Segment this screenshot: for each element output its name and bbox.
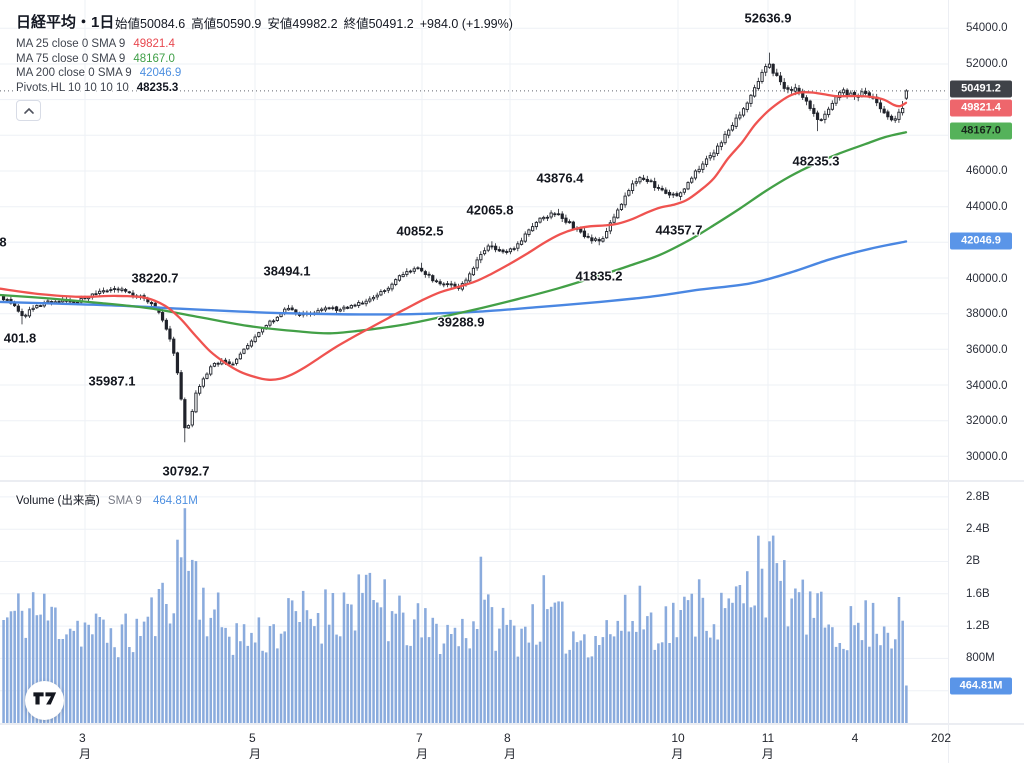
axis-tick-label: 34000.0 — [966, 380, 1008, 392]
ma75-line — [0, 131, 908, 335]
axis-tick-label: 44000.0 — [966, 201, 1008, 213]
time-axis-label: 5月 — [249, 731, 262, 761]
indicator-row-3[interactable]: MA 200 close 0 SMA 9 42046.9 — [16, 67, 181, 80]
pivot-label: 401.8 — [3, 330, 37, 346]
volume-legend-row[interactable]: Volume (出来高) SMA 9 464.81M — [16, 492, 198, 508]
ma-lines — [0, 91, 908, 381]
indicator-name: MA 75 close 0 SMA 9 — [16, 52, 126, 65]
axis-tick-label: 54000.0 — [966, 22, 1008, 34]
pivot-label: 44357.7 — [655, 222, 703, 238]
indicator-value: 48167.0 — [133, 52, 175, 65]
pivot-label: 41835.2 — [575, 268, 623, 284]
axis-tick-label: 46000.0 — [966, 165, 1008, 177]
indicator-name: MA 25 close 0 SMA 9 — [16, 38, 126, 50]
ohlc-row: 始値50084.6 高値50590.9 安値49982.2 終値50491.2 +984… — [115, 13, 513, 32]
time-axis-label: 8月 — [504, 731, 517, 761]
indicator-name: Pivots HL 10 10 10 10 — [16, 81, 129, 94]
axis-tick-label: 30000.0 — [966, 451, 1008, 463]
time-axis-label: 202 — [930, 731, 952, 745]
axis-tick-label: 40000.0 — [966, 273, 1008, 285]
pivot-label: 38220.7 — [131, 270, 179, 286]
price-badge: 50491.2 — [950, 80, 1012, 98]
symbol-title-row[interactable]: 日経平均・1日 — [16, 11, 114, 32]
axis-tick-label: 1.2B — [966, 620, 990, 632]
axis-tick-label: 36000.0 — [966, 344, 1008, 356]
pivot-label: 42065.8 — [466, 202, 514, 218]
axis-tick-label: 800M — [966, 652, 995, 664]
volume-indicator-param: SMA 9 — [107, 495, 142, 507]
axis-tick-label: 2.8B — [966, 491, 990, 503]
pivot-label: 39288.9 — [437, 314, 485, 330]
indicator-name: MA 200 close 0 SMA 9 — [16, 67, 132, 79]
tradingview-logo[interactable] — [25, 681, 64, 720]
axis-tick-label: 38000.0 — [966, 308, 1008, 320]
price-badge: 49821.4 — [950, 99, 1012, 117]
change-value: +984.0 (+1.99%) — [419, 17, 513, 31]
volume-sma-value: 464.81M — [153, 495, 198, 507]
collapse-indicators-button[interactable] — [16, 100, 41, 121]
axis-tick-label: 32000.0 — [966, 415, 1008, 427]
pivot-label: 30792.7 — [162, 463, 210, 479]
ohlc-item: 終値50491.2 — [343, 17, 414, 31]
time-axis-label: 11月 — [761, 731, 775, 761]
ma200-line — [0, 240, 908, 316]
pivot-label: 40852.5 — [396, 223, 444, 239]
chevron-up-icon — [23, 102, 35, 120]
time-axis-label: 10月 — [671, 731, 685, 761]
ohlc-item: 高値50590.9 — [191, 17, 262, 31]
axis-tick-label: 2B — [966, 555, 981, 567]
grid-layer — [0, 0, 948, 724]
price-badge: 464.81M — [950, 677, 1012, 695]
axis-tick-label: 2.4B — [966, 523, 990, 535]
axis-tick-label: 52000.0 — [966, 58, 1008, 70]
indicator-row-2[interactable]: MA 75 close 0 SMA 9 48167.0 — [16, 53, 175, 66]
pivot-label: 35987.1 — [88, 373, 136, 389]
time-axis-label: 3月 — [79, 731, 92, 761]
ma25-line — [0, 91, 908, 381]
indicator-row-1[interactable]: MA 25 close 0 SMA 9 49821.4 — [16, 38, 175, 51]
symbol-title[interactable]: 日経平均・1日 — [16, 14, 115, 31]
time-axis-label: 7月 — [416, 731, 429, 761]
pivot-label: 38494.1 — [263, 263, 311, 279]
indicator-row-4[interactable]: Pivots HL 10 10 10 10 48235.3 — [16, 82, 178, 95]
indicator-value: 48235.3 — [136, 81, 179, 94]
price-badge: 48167.0 — [950, 122, 1012, 140]
tradingview-logo-icon — [32, 689, 58, 712]
axis-tick-label: 1.6B — [966, 588, 990, 600]
ohlc-item: 安値49982.2 — [267, 17, 338, 31]
pivot-label: 43876.4 — [536, 170, 584, 186]
candles — [1, 52, 908, 443]
indicator-value: 49821.4 — [133, 38, 175, 50]
pivot-label: 52636.9 — [744, 10, 792, 26]
volume-bars — [2, 508, 908, 723]
pivot-label: 48235.3 — [792, 153, 840, 169]
time-axis-label: 4 — [851, 731, 859, 745]
volume-indicator-title: Volume (出来高) — [16, 495, 100, 507]
indicator-value: 42046.9 — [139, 67, 182, 79]
pivot-label: 8 — [0, 234, 7, 250]
price-badge: 42046.9 — [950, 232, 1012, 250]
ohlc-item: 始値50084.6 — [115, 17, 186, 31]
